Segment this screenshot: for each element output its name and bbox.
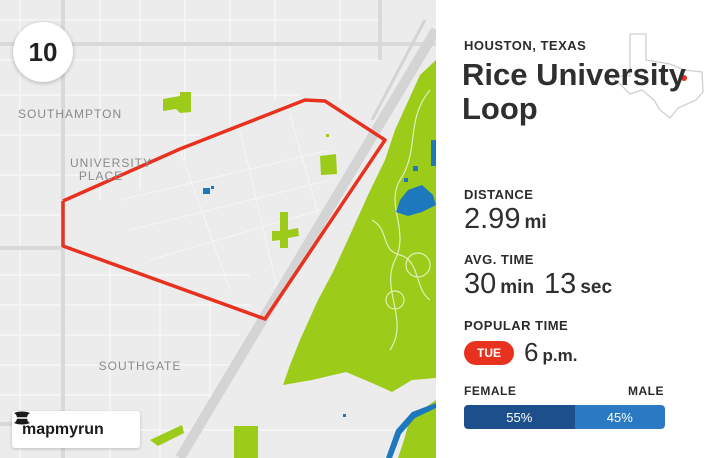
map-label-university-place: UNIVERSITY PLACE	[70, 156, 153, 183]
park-trails	[371, 89, 431, 351]
route-line[interactable]	[61, 98, 387, 321]
main-avenue	[175, 27, 436, 458]
route-title: Rice University Loop	[462, 57, 686, 126]
popular-hour-unit: p.m.	[542, 346, 578, 365]
water-features	[203, 140, 436, 458]
popular-time-label: POPULAR TIME	[464, 318, 569, 333]
brand-name: mapmyrun	[22, 420, 104, 438]
green-spaces	[150, 60, 436, 458]
avg-min-unit: min	[500, 277, 535, 298]
under-armour-logo-icon	[14, 411, 30, 425]
avg-minutes: 30	[464, 268, 497, 300]
popular-hour: 6	[524, 337, 539, 367]
male-label: MALE	[628, 384, 664, 398]
avg-time-value: 30 min 13 sec	[464, 268, 622, 301]
female-label: FEMALE	[464, 384, 517, 398]
info-panel: HOUSTON, TEXAS Rice University Loop DIST…	[436, 0, 728, 458]
avg-sec-unit: sec	[580, 277, 613, 298]
distance-number: 2.99	[464, 203, 521, 235]
male-share-segment: 45%	[574, 405, 665, 429]
distance-unit: mi	[524, 212, 547, 233]
location-marker-icon	[681, 75, 687, 81]
gender-split-bar: 55% 45%	[464, 405, 665, 429]
popular-time-value: 6 p.m.	[524, 337, 577, 368]
popular-day-badge: TUE	[464, 341, 514, 365]
map-label-southampton: SOUTHAMPTON	[18, 107, 123, 121]
brand-badge[interactable]: mapmyrun	[12, 411, 140, 448]
female-share-segment: 55%	[464, 405, 575, 429]
map-label-southgate: SOUTHGATE	[98, 359, 182, 373]
side-road	[370, 19, 427, 121]
distance-value: 2.99 mi	[464, 203, 547, 236]
city-label: HOUSTON, TEXAS	[464, 38, 587, 53]
avg-time-label: AVG. TIME	[464, 252, 534, 267]
route-map[interactable]: SOUTHAMPTON UNIVERSITY PLACE SOUTHGATE 1…	[0, 0, 436, 458]
campus-paths	[119, 114, 331, 301]
distance-label: DISTANCE	[464, 187, 534, 202]
texas-outline-icon	[608, 33, 704, 119]
rank-badge: 10	[13, 22, 73, 82]
avg-seconds: 13	[544, 268, 577, 300]
